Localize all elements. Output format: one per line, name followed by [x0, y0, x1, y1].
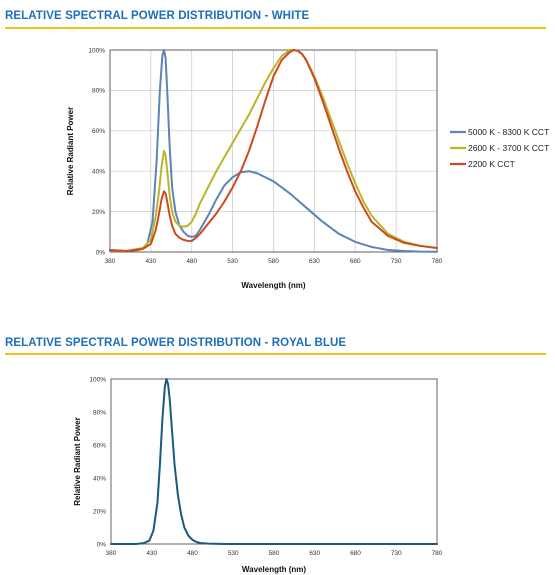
- x-axis-title: Wavelength (nm): [242, 565, 306, 574]
- x-tick-label: 780: [432, 258, 443, 265]
- y-tick-label: 100%: [88, 47, 105, 54]
- x-tick-label: 630: [309, 258, 320, 265]
- x-tick-label: 480: [187, 550, 198, 557]
- section-title-royal-blue: RELATIVE SPECTRAL POWER DISTRIBUTION - R…: [5, 337, 347, 349]
- white-chart: 380 430 480 530 580 630 680 730 780 0% 20% 40% 60% 80…: [66, 47, 549, 290]
- series-line-2200-k-cct: [109, 49, 438, 252]
- y-tick-label: 20%: [92, 209, 105, 216]
- royal-blue-chart: 380 430 480 530 580 630 680 730 780 0% 20% 40% 60% 80…: [73, 376, 443, 574]
- section-divider-white: [5, 27, 546, 29]
- x-tick-label: 780: [432, 550, 443, 557]
- legend-label: 5000 K - 8300 K CCT: [468, 127, 549, 137]
- x-tick-label: 730: [391, 258, 402, 265]
- series-line-5000-k-8300-k-cct: [109, 49, 438, 253]
- y-tick-label: 60%: [93, 442, 106, 449]
- section-title-white: RELATIVE SPECTRAL POWER DISTRIBUTION - W…: [5, 10, 310, 22]
- y-tick-label: 0%: [97, 541, 107, 548]
- y-tick-label: 40%: [92, 169, 105, 176]
- x-tick-label: 380: [105, 258, 116, 265]
- y-tick-label: 0%: [96, 249, 106, 256]
- x-tick-label: 680: [350, 550, 361, 557]
- y-axis-title: Relative Radiant Power: [66, 107, 75, 195]
- plot-frame: [109, 49, 438, 253]
- y-tick-label: 60%: [92, 128, 105, 135]
- y-tick-label: 80%: [93, 409, 106, 416]
- x-tick-label: 630: [309, 550, 320, 557]
- y-tick-label: 80%: [92, 88, 105, 95]
- legend: 5000 K - 8300 K CCT 2600 K - 3700 K CCT 22…: [450, 127, 549, 169]
- x-tick-label: 530: [227, 258, 238, 265]
- series-line-2600-k-3700-k-cct: [109, 49, 438, 252]
- x-tick-label: 430: [146, 550, 157, 557]
- y-tick-label: 20%: [93, 508, 106, 515]
- legend-label: 2200 K CCT: [468, 159, 515, 169]
- x-tick-label: 580: [268, 258, 279, 265]
- series-line-royal-blue: [110, 378, 438, 545]
- x-tick-label: 580: [269, 550, 280, 557]
- x-tick-label: 530: [228, 550, 239, 557]
- x-tick-label: 480: [186, 258, 197, 265]
- x-tick-label: 430: [145, 258, 156, 265]
- section-divider-royal-blue: [5, 353, 546, 355]
- x-axis-title: Wavelength (nm): [241, 281, 305, 290]
- x-tick-label: 380: [106, 550, 117, 557]
- x-tick-label: 680: [350, 258, 361, 265]
- legend-label: 2600 K - 3700 K CCT: [468, 143, 549, 153]
- y-tick-label: 40%: [93, 475, 106, 482]
- x-tick-label: 730: [391, 550, 402, 557]
- y-tick-label: 100%: [89, 376, 106, 383]
- y-axis-title: Relative Radiant Power: [73, 417, 82, 505]
